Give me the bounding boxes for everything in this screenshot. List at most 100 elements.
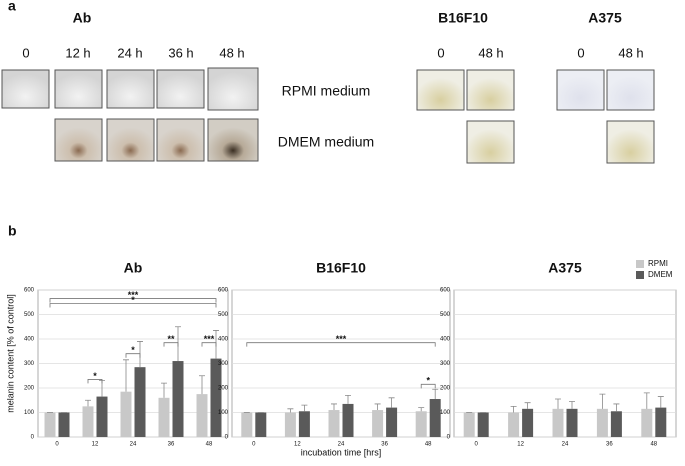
bar: [477, 412, 489, 437]
photo: [106, 118, 155, 162]
row-label: RPMI medium: [282, 83, 371, 99]
photo: [207, 118, 259, 162]
panel-label: a: [8, 0, 16, 14]
bar: [134, 367, 146, 437]
bar: [210, 358, 222, 437]
y-tick-label: 300: [218, 361, 229, 367]
column-label: 12 h: [65, 45, 90, 60]
x-tick-label: 0: [55, 442, 59, 448]
significance-bracket: [201, 342, 217, 347]
error-bar: [85, 399, 91, 407]
y-tick-label: 200: [440, 386, 451, 392]
error-bar: [301, 404, 308, 412]
photo: [156, 118, 205, 162]
error-bar: [432, 388, 439, 400]
photos: [1, 67, 655, 164]
error-bar: [510, 405, 517, 413]
y-tick-label: 0: [31, 435, 35, 441]
bar: [596, 408, 608, 437]
x-tick-label: 0: [475, 442, 479, 448]
significance-label: ***: [204, 334, 215, 344]
group-title: A375: [588, 10, 622, 26]
x-tick-label: 48: [425, 442, 432, 448]
bar: [255, 412, 267, 437]
column-label: 48 h: [478, 45, 503, 60]
bar: [58, 412, 70, 437]
photo: [1, 69, 50, 109]
bar: [96, 396, 108, 437]
y-tick-label: 600: [218, 288, 229, 294]
x-tick-label: 12: [92, 442, 99, 448]
significance-label: **: [167, 334, 175, 344]
row-label: DMEM medium: [278, 134, 374, 150]
column-label: 48 h: [618, 45, 643, 60]
chart-title: B16F10: [316, 260, 366, 276]
y-tick-label: 500: [24, 312, 35, 318]
error-bar: [555, 398, 561, 409]
bar: [655, 407, 667, 437]
y-tick-label: 100: [440, 410, 451, 416]
photo: [556, 69, 605, 111]
error-bar: [613, 403, 620, 412]
significance-label: *: [131, 345, 135, 355]
bar: [552, 408, 564, 437]
column-label: 0: [577, 45, 584, 60]
y-tick-label: 100: [218, 410, 229, 416]
bar: [44, 412, 56, 437]
significance-bracket: [125, 353, 141, 358]
significance-bracket: [420, 383, 436, 389]
group-title: B16F10: [438, 10, 488, 26]
significance-label: *: [426, 376, 430, 386]
photo: [466, 69, 515, 111]
column-label: 36 h: [168, 45, 193, 60]
y-tick-label: 300: [440, 361, 451, 367]
chart-title: A375: [548, 260, 582, 276]
bar: [508, 412, 520, 437]
significance-label: ***: [128, 290, 139, 300]
y-tick-label: 400: [440, 337, 451, 343]
y-axis-label: melanin content [% of control]: [5, 294, 15, 413]
bar: [566, 408, 578, 437]
significance-bracket: [49, 298, 217, 303]
error-bar: [345, 394, 351, 404]
error-bar: [331, 403, 337, 411]
y-tick-label: 300: [24, 361, 35, 367]
column-label: 48 h: [219, 45, 244, 60]
photo: [606, 69, 655, 111]
y-tick-label: 500: [218, 312, 229, 318]
bar: [415, 411, 427, 437]
y-tick-label: 500: [440, 312, 451, 318]
x-tick-label: 24: [338, 442, 345, 448]
photo: [106, 69, 155, 109]
x-tick-label: 48: [206, 442, 213, 448]
y-tick-label: 0: [447, 435, 451, 441]
bar: [372, 410, 384, 437]
error-bar: [569, 401, 575, 409]
bar: [241, 412, 253, 437]
significance-bracket: [246, 342, 436, 347]
significance-label: *: [131, 295, 135, 305]
group-title: Ab: [73, 10, 92, 26]
bar: [342, 403, 354, 437]
bar: [610, 411, 622, 437]
significance-bracket: [87, 379, 103, 384]
bar: [120, 391, 132, 437]
legend-label: DMEM: [648, 270, 673, 279]
error-bar: [287, 408, 294, 413]
bar: [82, 406, 94, 437]
y-tick-label: 200: [218, 386, 229, 392]
x-tick-label: 36: [381, 442, 388, 448]
column-label: 0: [22, 45, 29, 60]
photo: [207, 67, 259, 111]
bar: [298, 411, 310, 437]
x-tick-label: 12: [517, 442, 524, 448]
photo: [606, 120, 655, 164]
x-axis-label: incubation time [hrs]: [301, 447, 382, 457]
significance-bracket: [49, 303, 217, 308]
x-tick-label: 24: [130, 442, 137, 448]
photo: [416, 69, 465, 111]
bar: [158, 397, 170, 437]
error-bar: [199, 375, 205, 395]
significance-bracket: [163, 342, 179, 347]
